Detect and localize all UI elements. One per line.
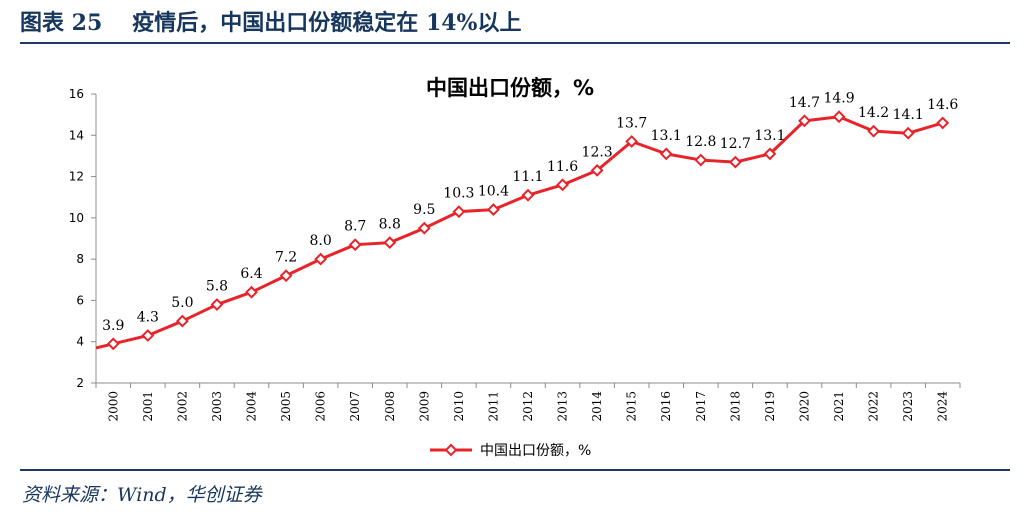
data-label: 14.6 xyxy=(927,97,958,113)
y-tick-label: 6 xyxy=(76,293,84,307)
legend-marker xyxy=(444,443,458,457)
x-tick-label: 2020 xyxy=(797,391,811,422)
y-tick-label: 14 xyxy=(69,128,84,142)
data-label: 13.1 xyxy=(754,128,785,144)
x-tick-label: 2018 xyxy=(728,391,742,422)
x-tick-label: 2003 xyxy=(210,391,224,422)
data-label: 5.8 xyxy=(206,279,228,295)
legend-label: 中国出口份额，% xyxy=(480,443,591,459)
source-note: 资料来源：Wind，华创证券 xyxy=(22,484,262,506)
data-label: 13.1 xyxy=(651,128,682,144)
y-tick-label: 4 xyxy=(76,335,84,349)
data-label: 11.6 xyxy=(547,159,578,175)
data-label: 5.0 xyxy=(171,295,193,311)
y-tick-label: 2 xyxy=(76,376,84,390)
data-label: 10.4 xyxy=(478,184,509,200)
data-label: 14.9 xyxy=(823,91,854,107)
data-label: 13.7 xyxy=(616,115,647,131)
data-point-marker xyxy=(417,221,431,235)
data-point-marker xyxy=(867,124,881,138)
data-point-marker xyxy=(383,236,397,250)
x-tick-label: 2007 xyxy=(348,391,362,422)
x-tick-label: 2004 xyxy=(245,391,259,422)
data-point-marker xyxy=(832,110,846,124)
data-point-marker xyxy=(314,252,328,266)
data-label: 8.0 xyxy=(310,233,332,249)
x-tick-label: 2013 xyxy=(556,391,570,422)
data-label: 11.1 xyxy=(512,169,543,185)
data-label: 14.7 xyxy=(789,95,820,111)
data-label: 10.3 xyxy=(443,186,474,202)
x-tick-label: 2005 xyxy=(279,391,293,422)
x-tick-label: 2012 xyxy=(521,391,535,422)
data-point-marker xyxy=(590,163,604,177)
data-label: 8.7 xyxy=(344,219,366,235)
data-point-marker xyxy=(210,298,224,311)
series-line xyxy=(95,115,944,350)
x-tick-label: 2022 xyxy=(867,391,881,422)
data-point-marker xyxy=(659,147,673,161)
data-point-marker xyxy=(694,153,708,167)
data-label: 12.7 xyxy=(720,136,751,152)
data-point-marker xyxy=(175,314,189,328)
data-point-marker xyxy=(625,135,639,148)
data-point-marker xyxy=(763,147,777,161)
data-point-marker xyxy=(106,337,120,351)
data-point-marker xyxy=(348,238,362,252)
data-label: 4.3 xyxy=(137,310,159,326)
data-label: 9.5 xyxy=(413,202,435,218)
data-point-marker xyxy=(901,126,915,140)
data-point-marker xyxy=(936,116,950,130)
y-tick-label: 8 xyxy=(76,252,84,266)
x-tick-label: 2021 xyxy=(832,391,846,422)
chart-area: 中国出口份额，% 2 4 6 8 10 12 14 16 2000 2001 2002 2003 200… xyxy=(0,44,1024,469)
x-tick-label: 2008 xyxy=(383,391,397,422)
data-point-marker xyxy=(452,205,466,219)
chart-title: 中国出口份额，% xyxy=(425,76,595,100)
data-label: 12.3 xyxy=(582,144,613,160)
x-tick-label: 2011 xyxy=(486,391,500,422)
data-point-marker xyxy=(141,329,155,342)
data-label: 7.2 xyxy=(275,250,297,266)
line-chart: 2 4 6 8 10 12 14 16 2000 2001 2002 2003 2004 2005 2006… xyxy=(69,87,961,459)
footer-rule xyxy=(20,469,1010,471)
x-tick-label: 2023 xyxy=(901,391,915,422)
x-tick-label: 2024 xyxy=(936,391,950,422)
data-label: 8.8 xyxy=(379,217,401,233)
y-tick-label: 12 xyxy=(69,170,84,184)
x-tick-label: 2016 xyxy=(659,391,673,422)
figure-title: 疫情后，中国出口份额稳定在 14%以上 xyxy=(132,10,522,36)
x-tick-label: 2006 xyxy=(314,391,328,422)
y-tick-label: 16 xyxy=(69,87,84,101)
x-tick-label: 2002 xyxy=(175,391,189,422)
data-point-marker xyxy=(798,114,811,128)
data-label: 14.1 xyxy=(893,107,924,123)
data-point-marker xyxy=(521,188,535,202)
x-tick-label: 2010 xyxy=(452,391,466,422)
data-point-marker xyxy=(245,285,258,299)
x-tick-label: 2017 xyxy=(694,391,708,422)
x-tick-label: 2000 xyxy=(106,391,120,422)
data-label: 14.2 xyxy=(858,105,889,121)
data-label: 6.4 xyxy=(240,266,262,282)
data-point-marker xyxy=(487,203,500,217)
data-point-marker xyxy=(556,178,569,192)
header-rule xyxy=(20,42,1010,44)
x-tick-label: 2009 xyxy=(417,391,431,422)
y-tick-label: 10 xyxy=(69,211,84,225)
data-point-marker xyxy=(279,269,293,283)
x-tick-label: 2001 xyxy=(141,391,155,422)
x-tick-label: 2014 xyxy=(590,391,604,422)
data-point-marker xyxy=(728,155,742,169)
figure-label: 图表 25 xyxy=(20,10,103,36)
data-label: 12.8 xyxy=(685,134,716,150)
data-label: 3.9 xyxy=(102,318,124,334)
figure-header: 图表 25 疫情后，中国出口份额稳定在 14%以上 xyxy=(20,8,1010,38)
x-tick-label: 2015 xyxy=(625,391,639,422)
x-tick-label: 2019 xyxy=(763,391,777,422)
